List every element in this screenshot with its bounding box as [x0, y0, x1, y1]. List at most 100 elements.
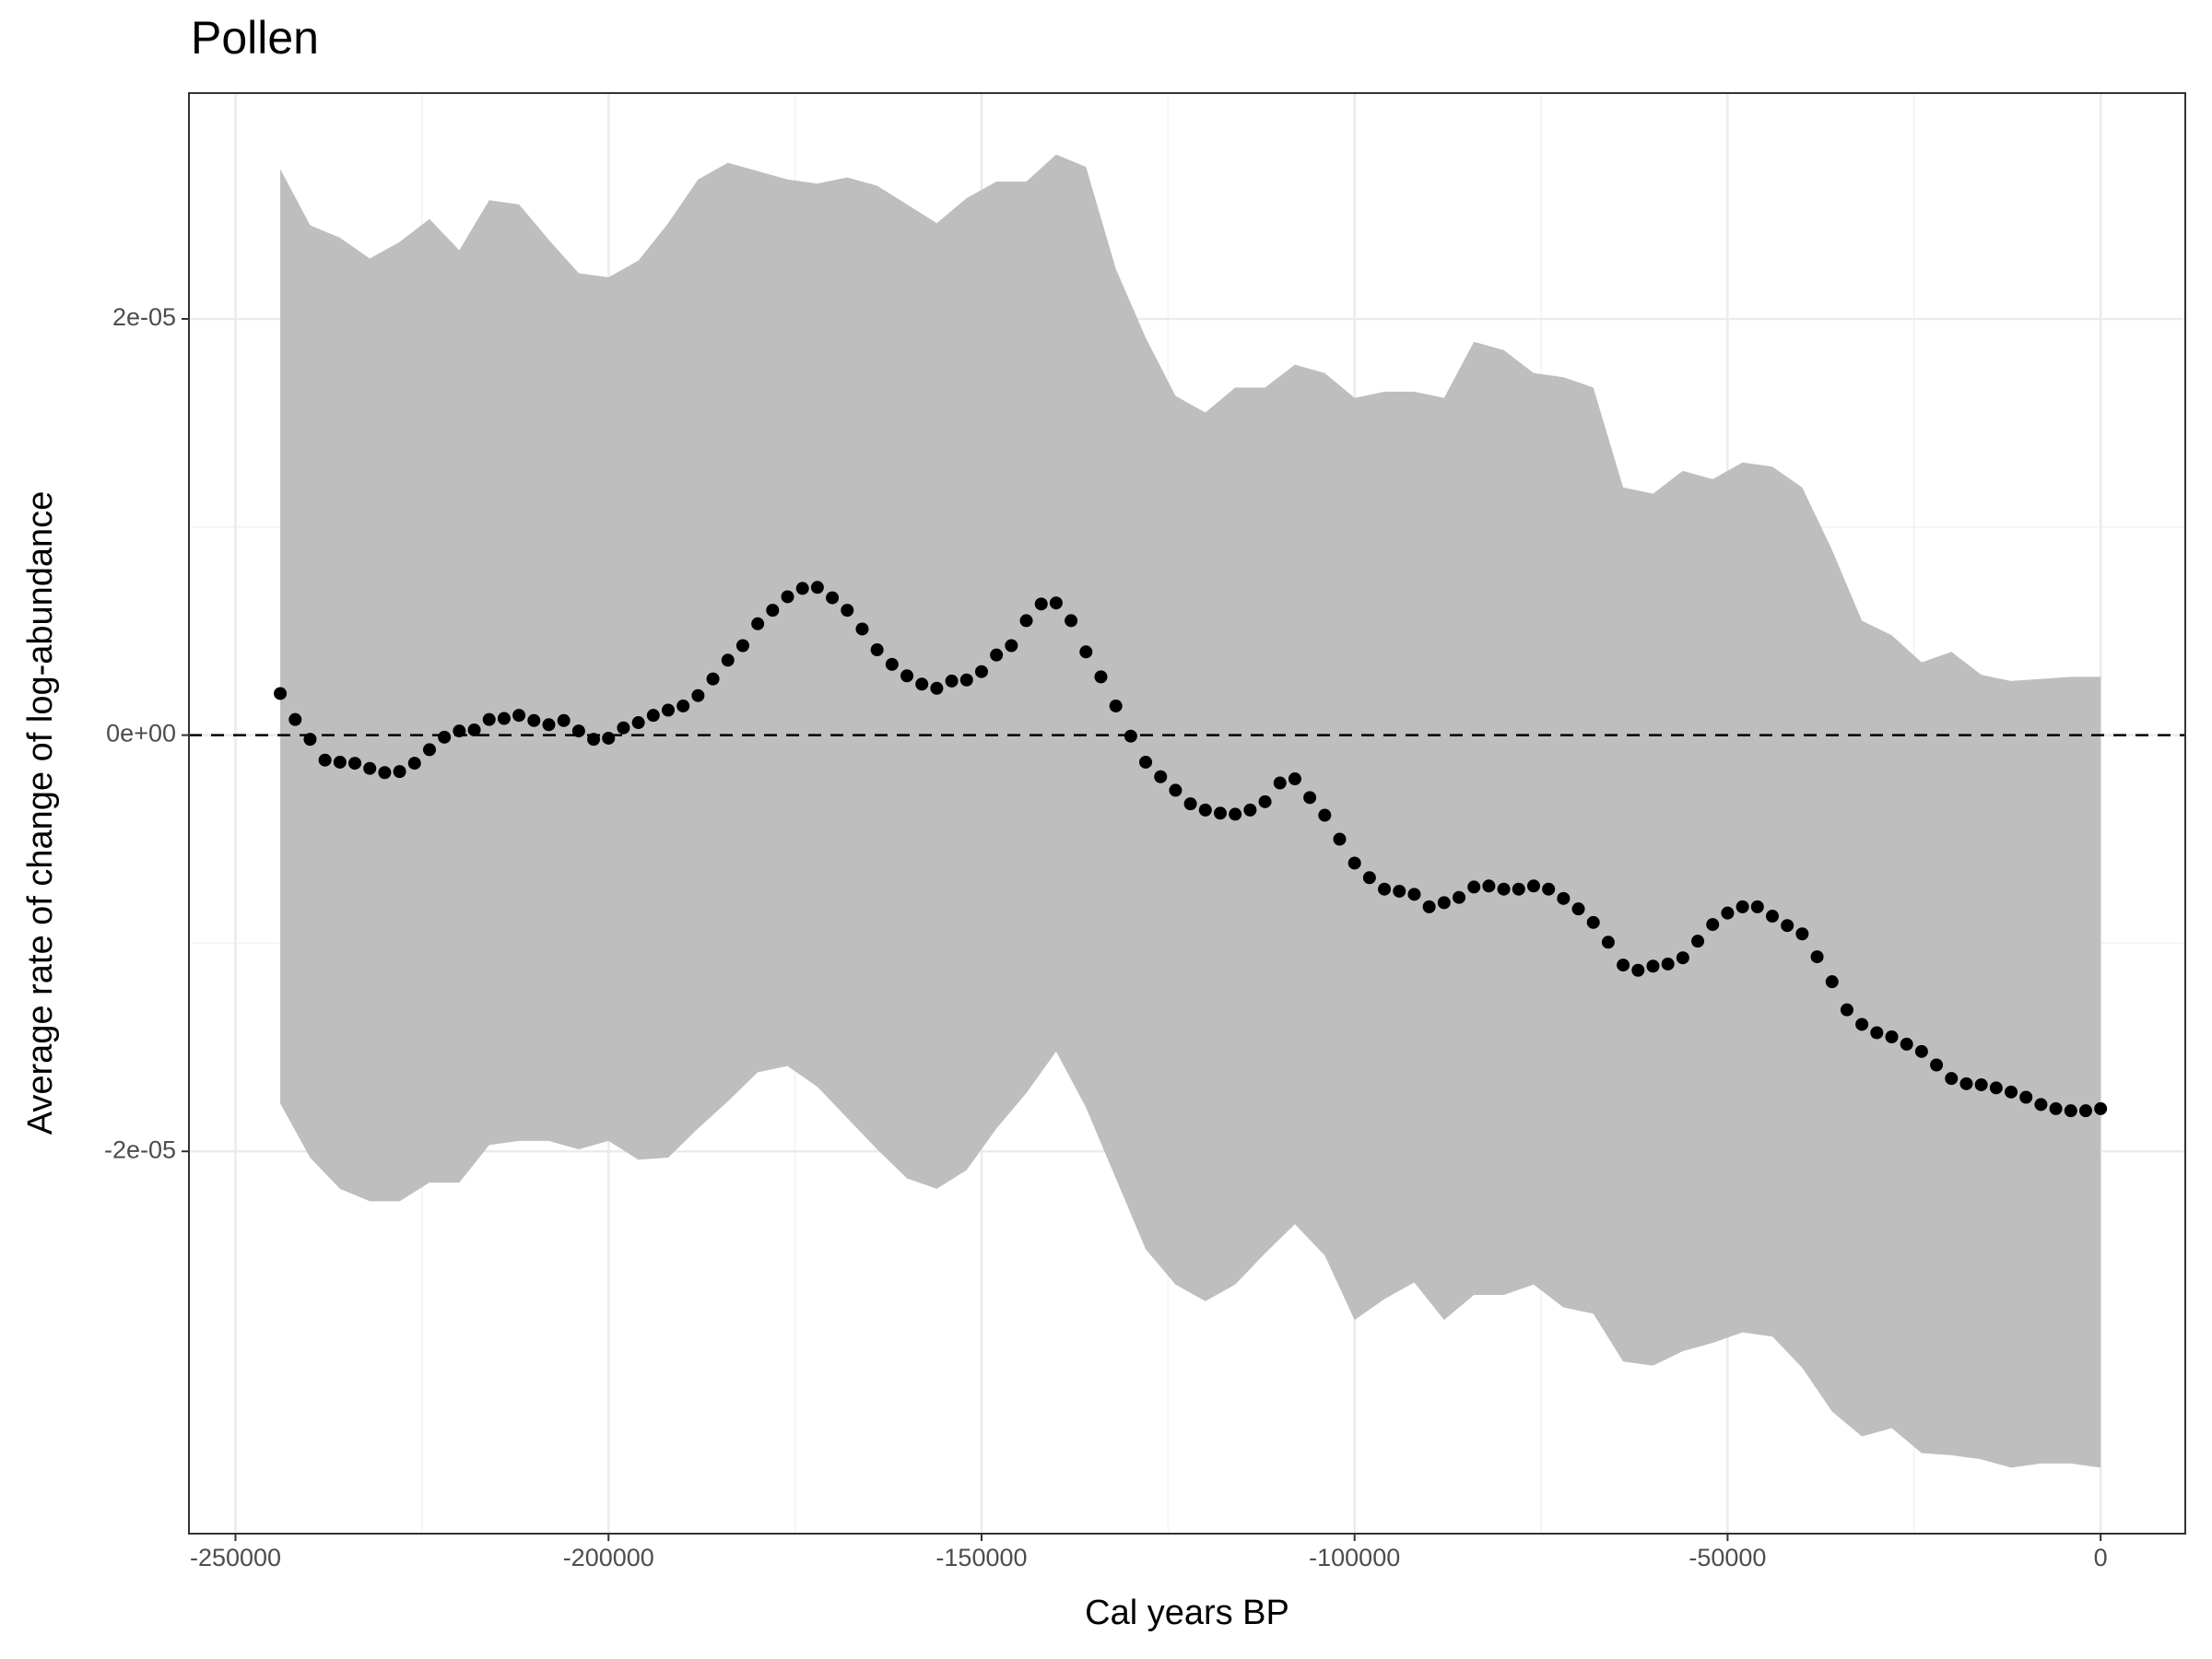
- data-point: [1005, 639, 1018, 653]
- data-point: [1721, 906, 1735, 920]
- data-point: [1676, 951, 1689, 965]
- data-point: [274, 687, 288, 700]
- data-point: [1825, 975, 1839, 989]
- data-point: [1691, 935, 1705, 948]
- data-point: [1795, 927, 1809, 941]
- data-point: [1646, 959, 1660, 973]
- data-point: [677, 699, 690, 712]
- data-point: [1378, 882, 1392, 896]
- data-point: [363, 761, 377, 775]
- data-point: [2034, 1098, 2048, 1112]
- data-point: [378, 766, 392, 780]
- confidence-ribbon: [280, 154, 2101, 1468]
- data-point: [870, 643, 884, 657]
- data-point: [1124, 729, 1137, 743]
- data-point: [1347, 856, 1361, 870]
- data-point: [1617, 959, 1630, 972]
- data-point: [1094, 670, 1108, 684]
- data-point: [1885, 1030, 1899, 1044]
- data-point: [959, 673, 973, 687]
- data-point: [1258, 794, 1272, 808]
- data-point: [706, 672, 720, 686]
- data-point: [348, 757, 362, 771]
- data-point: [2019, 1090, 2033, 1104]
- data-point: [288, 712, 302, 726]
- x-tick-label: -150000: [935, 1544, 1027, 1571]
- data-point: [900, 669, 914, 683]
- data-point: [1154, 770, 1168, 783]
- data-point: [617, 721, 630, 735]
- data-point: [1557, 891, 1571, 905]
- x-axis-title: Cal years BP: [1085, 1594, 1289, 1632]
- data-point: [1243, 803, 1257, 817]
- data-point: [1139, 755, 1153, 769]
- data-point: [1930, 1058, 1944, 1072]
- data-point: [1437, 896, 1451, 910]
- x-tick-label: 0: [2094, 1544, 2108, 1571]
- x-tick-label: -100000: [1309, 1544, 1400, 1571]
- data-point: [1631, 963, 1645, 977]
- data-point: [438, 730, 452, 744]
- data-point: [1362, 871, 1376, 885]
- data-point: [930, 681, 944, 695]
- data-point: [2094, 1101, 2108, 1115]
- data-point: [1840, 1003, 1853, 1017]
- data-point: [1765, 910, 1779, 924]
- data-point: [945, 674, 959, 688]
- data-point: [826, 591, 840, 605]
- data-point: [1601, 935, 1615, 949]
- data-point: [1914, 1044, 1928, 1058]
- data-point: [1273, 776, 1287, 790]
- data-point: [2064, 1104, 2077, 1118]
- data-point: [841, 604, 854, 618]
- data-point: [1169, 783, 1182, 797]
- data-point: [974, 665, 988, 678]
- data-point: [587, 733, 601, 747]
- data-point: [1974, 1077, 1988, 1091]
- data-point: [1571, 902, 1585, 916]
- data-point: [1945, 1072, 1959, 1086]
- data-point: [1735, 900, 1749, 913]
- data-point: [1213, 806, 1227, 820]
- data-point: [795, 582, 809, 595]
- data-point: [1229, 807, 1242, 821]
- data-point: [1661, 957, 1675, 971]
- data-point: [1065, 614, 1078, 628]
- data-point: [1750, 900, 1764, 913]
- data-point: [631, 716, 645, 730]
- data-point: [751, 617, 765, 630]
- data-point: [885, 657, 899, 671]
- data-point: [602, 731, 616, 745]
- y-tick-label: 0e+00: [106, 720, 176, 747]
- data-point: [1333, 832, 1347, 846]
- data-point: [1393, 884, 1406, 898]
- y-axis-title: Average rate of change of log-abundance: [21, 491, 60, 1135]
- data-point: [422, 743, 436, 757]
- data-point: [1109, 699, 1123, 712]
- data-point: [1900, 1037, 1913, 1051]
- data-point: [2005, 1085, 2018, 1099]
- data-point: [1079, 645, 1093, 659]
- data-point: [2049, 1101, 2063, 1115]
- data-point: [482, 712, 496, 726]
- data-point: [1303, 791, 1317, 805]
- data-point: [1183, 797, 1197, 811]
- data-point: [646, 709, 660, 723]
- data-point: [527, 713, 541, 727]
- data-point: [467, 723, 481, 736]
- data-point: [393, 765, 406, 779]
- data-point: [1422, 900, 1436, 913]
- data-point: [1482, 879, 1496, 893]
- data-point: [1453, 890, 1466, 904]
- data-point: [810, 581, 824, 594]
- chart-title: Pollen: [191, 12, 319, 64]
- data-point: [497, 712, 511, 725]
- data-point: [1019, 614, 1033, 628]
- data-point: [333, 755, 347, 769]
- data-point: [1526, 879, 1540, 893]
- data-point: [1198, 803, 1212, 817]
- data-point: [1989, 1081, 2003, 1095]
- data-point: [1870, 1026, 1884, 1040]
- data-point: [1497, 882, 1511, 896]
